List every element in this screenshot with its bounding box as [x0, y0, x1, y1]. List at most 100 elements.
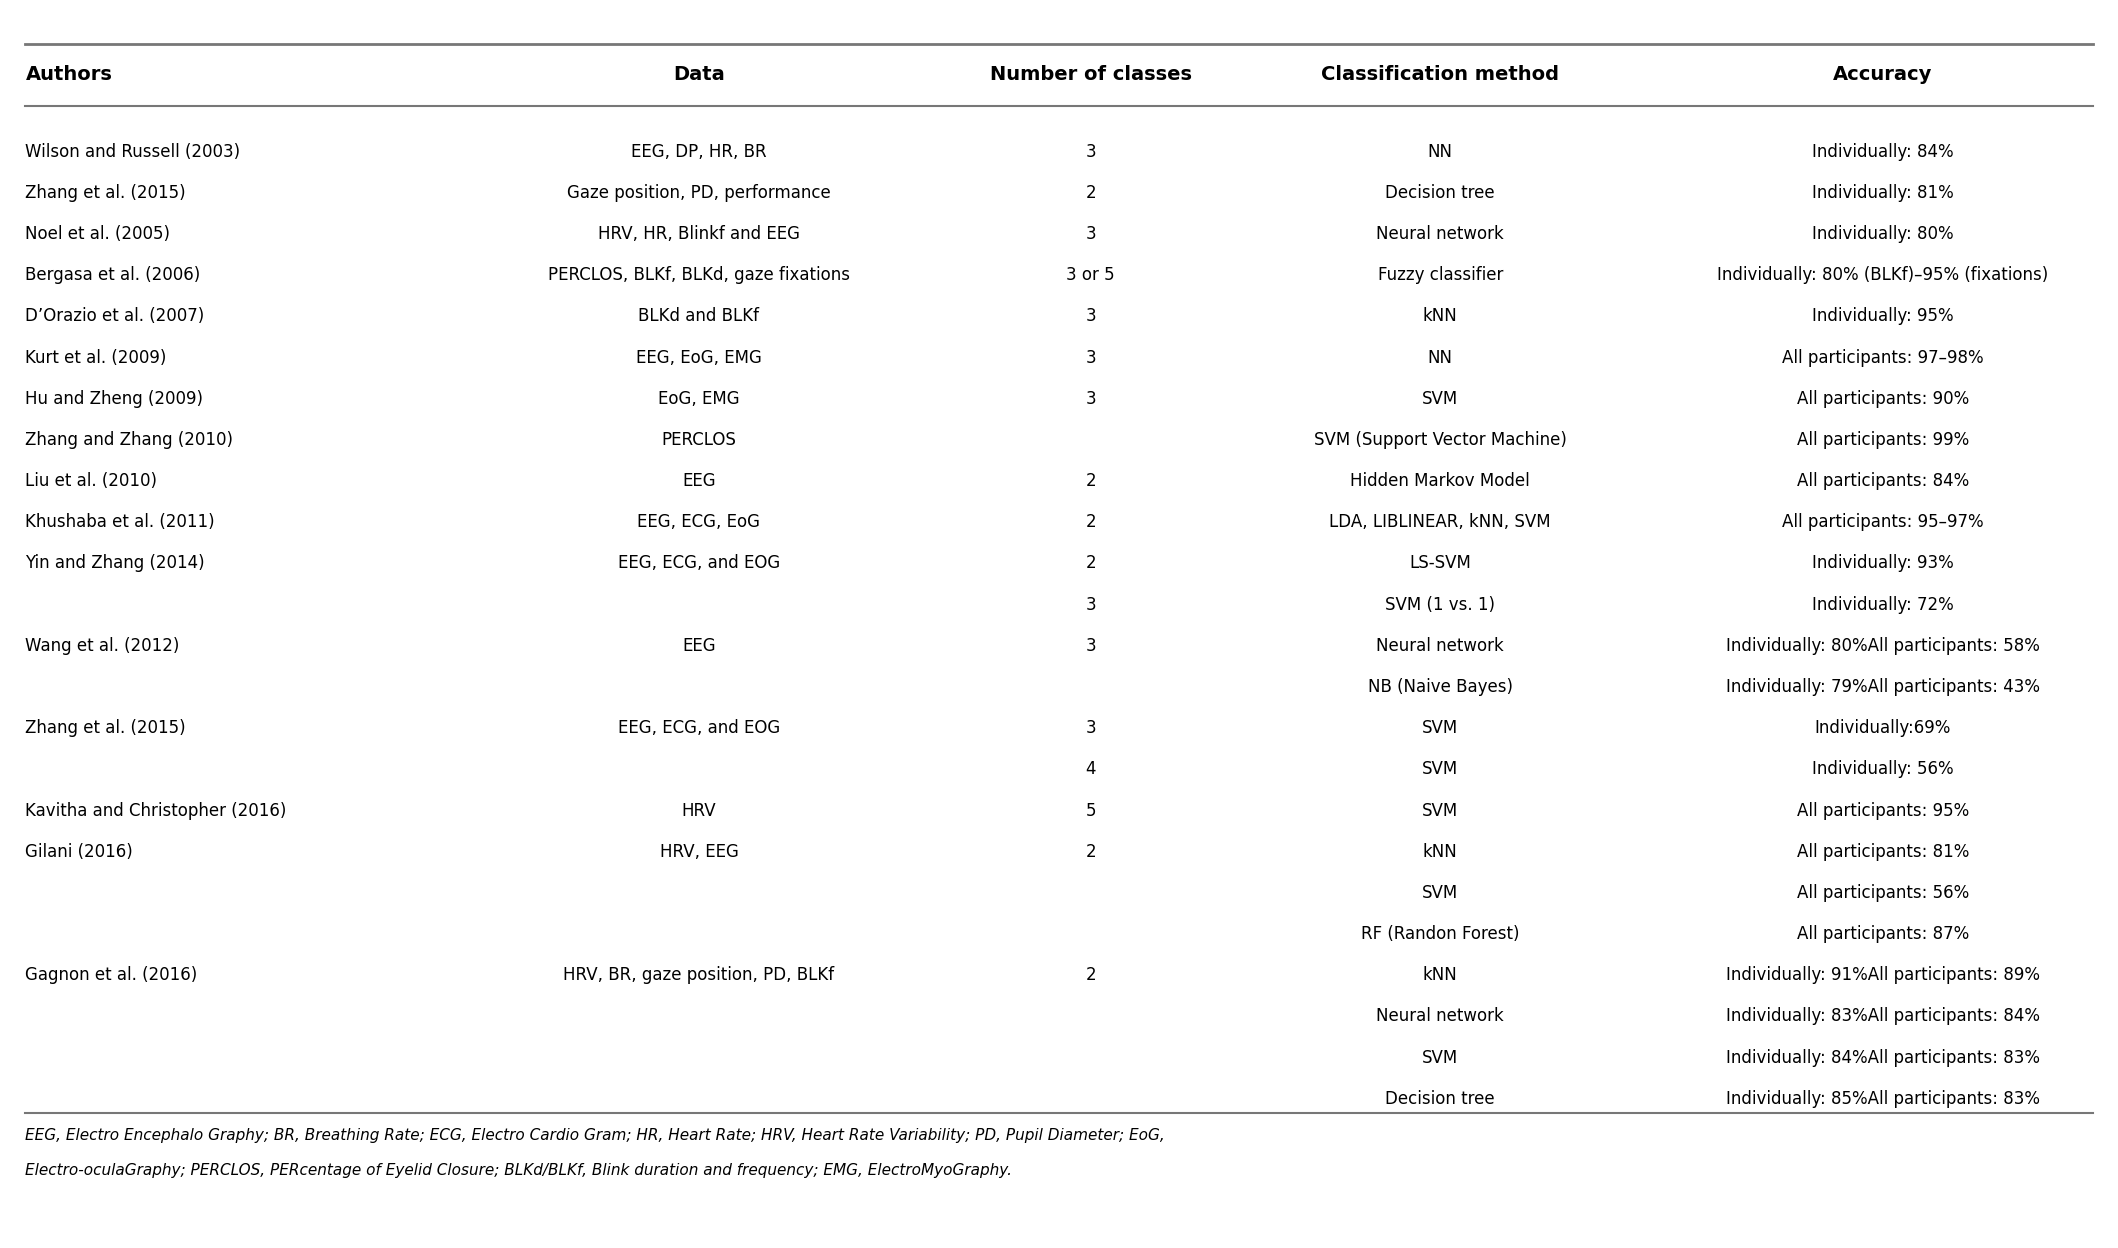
- Text: 3 or 5: 3 or 5: [1067, 266, 1114, 285]
- Text: Individually: 72%: Individually: 72%: [1813, 595, 1953, 614]
- Text: All participants: 81%: All participants: 81%: [1796, 842, 1970, 861]
- Text: Gilani (2016): Gilani (2016): [25, 842, 133, 861]
- Text: SVM (1 vs. 1): SVM (1 vs. 1): [1385, 595, 1495, 614]
- Text: LDA, LIBLINEAR, kNN, SVM: LDA, LIBLINEAR, kNN, SVM: [1330, 513, 1550, 532]
- Text: 3: 3: [1084, 142, 1097, 161]
- Text: Individually: 84%: Individually: 84%: [1813, 142, 1953, 161]
- Text: 5: 5: [1087, 801, 1095, 820]
- Text: All participants: 84%: All participants: 84%: [1796, 472, 1970, 490]
- Text: kNN: kNN: [1423, 307, 1457, 326]
- Text: Individually: 85%All participants: 83%: Individually: 85%All participants: 83%: [1726, 1090, 2040, 1108]
- Text: All participants: 90%: All participants: 90%: [1796, 389, 1970, 408]
- Text: Individually: 81%: Individually: 81%: [1813, 183, 1953, 202]
- Text: EoG, EMG: EoG, EMG: [659, 389, 739, 408]
- Text: 3: 3: [1084, 636, 1097, 655]
- Text: Neural network: Neural network: [1377, 636, 1504, 655]
- Text: 2: 2: [1084, 513, 1097, 532]
- Text: SVM: SVM: [1421, 760, 1459, 779]
- Text: Khushaba et al. (2011): Khushaba et al. (2011): [25, 513, 216, 532]
- Text: Individually: 83%All participants: 84%: Individually: 83%All participants: 84%: [1726, 1007, 2040, 1026]
- Text: Decision tree: Decision tree: [1385, 1090, 1495, 1108]
- Text: NN: NN: [1428, 348, 1453, 367]
- Text: 3: 3: [1084, 348, 1097, 367]
- Text: 3: 3: [1084, 719, 1097, 738]
- Text: EEG, EoG, EMG: EEG, EoG, EMG: [635, 348, 762, 367]
- Text: SVM (Support Vector Machine): SVM (Support Vector Machine): [1313, 431, 1567, 449]
- Text: Individually: 91%All participants: 89%: Individually: 91%All participants: 89%: [1726, 966, 2040, 985]
- Text: Gaze position, PD, performance: Gaze position, PD, performance: [568, 183, 830, 202]
- Text: Yin and Zhang (2014): Yin and Zhang (2014): [25, 554, 205, 573]
- Text: NN: NN: [1428, 142, 1453, 161]
- Text: PERCLOS, BLKf, BLKd, gaze fixations: PERCLOS, BLKf, BLKd, gaze fixations: [549, 266, 849, 285]
- Text: Individually: 93%: Individually: 93%: [1813, 554, 1953, 573]
- Text: HRV, HR, Blinkf and EEG: HRV, HR, Blinkf and EEG: [597, 225, 801, 243]
- Text: Individually: 80%All participants: 58%: Individually: 80%All participants: 58%: [1726, 636, 2040, 655]
- Text: Individually:69%: Individually:69%: [1815, 719, 1951, 738]
- Text: Noel et al. (2005): Noel et al. (2005): [25, 225, 169, 243]
- Text: 2: 2: [1084, 554, 1097, 573]
- Text: Authors: Authors: [25, 65, 112, 85]
- Text: Decision tree: Decision tree: [1385, 183, 1495, 202]
- Text: Individually: 80%: Individually: 80%: [1813, 225, 1953, 243]
- Text: 3: 3: [1084, 307, 1097, 326]
- Text: Individually: 56%: Individually: 56%: [1813, 760, 1953, 779]
- Text: 2: 2: [1084, 966, 1097, 985]
- Text: Individually: 84%All participants: 83%: Individually: 84%All participants: 83%: [1726, 1048, 2040, 1067]
- Text: Individually: 80% (BLKf)–95% (fixations): Individually: 80% (BLKf)–95% (fixations): [1718, 266, 2048, 285]
- Text: All participants: 97–98%: All participants: 97–98%: [1781, 348, 1985, 367]
- Text: EEG, Electro Encephalo Graphy; BR, Breathing Rate; ECG, Electro Cardio Gram; HR,: EEG, Electro Encephalo Graphy; BR, Breat…: [25, 1128, 1165, 1143]
- Text: Zhang et al. (2015): Zhang et al. (2015): [25, 183, 186, 202]
- Text: EEG, ECG, and EOG: EEG, ECG, and EOG: [618, 719, 779, 738]
- Text: HRV, BR, gaze position, PD, BLKf: HRV, BR, gaze position, PD, BLKf: [563, 966, 834, 985]
- Text: Kurt et al. (2009): Kurt et al. (2009): [25, 348, 167, 367]
- Text: Zhang et al. (2015): Zhang et al. (2015): [25, 719, 186, 738]
- Text: All participants: 56%: All participants: 56%: [1796, 884, 1970, 902]
- Text: EEG: EEG: [682, 636, 716, 655]
- Text: All participants: 87%: All participants: 87%: [1796, 925, 1970, 943]
- Text: Individually: 95%: Individually: 95%: [1813, 307, 1953, 326]
- Text: kNN: kNN: [1423, 842, 1457, 861]
- Text: Wilson and Russell (2003): Wilson and Russell (2003): [25, 142, 241, 161]
- Text: 2: 2: [1084, 842, 1097, 861]
- Text: SVM: SVM: [1421, 801, 1459, 820]
- Text: All participants: 95%: All participants: 95%: [1796, 801, 1970, 820]
- Text: 4: 4: [1087, 760, 1095, 779]
- Text: EEG, ECG, and EOG: EEG, ECG, and EOG: [618, 554, 779, 573]
- Text: HRV: HRV: [682, 801, 716, 820]
- Text: BLKd and BLKf: BLKd and BLKf: [638, 307, 760, 326]
- Text: 2: 2: [1084, 183, 1097, 202]
- Text: Kavitha and Christopher (2016): Kavitha and Christopher (2016): [25, 801, 286, 820]
- Text: Hu and Zheng (2009): Hu and Zheng (2009): [25, 389, 203, 408]
- Text: Wang et al. (2012): Wang et al. (2012): [25, 636, 180, 655]
- Text: Electro-oculaGraphy; PERCLOS, PERcentage of Eyelid Closure; BLKd/BLKf, Blink dur: Electro-oculaGraphy; PERCLOS, PERcentage…: [25, 1163, 1012, 1178]
- Text: 3: 3: [1084, 595, 1097, 614]
- Text: kNN: kNN: [1423, 966, 1457, 985]
- Text: SVM: SVM: [1421, 884, 1459, 902]
- Text: Liu et al. (2010): Liu et al. (2010): [25, 472, 157, 490]
- Text: Accuracy: Accuracy: [1834, 65, 1932, 85]
- Text: Neural network: Neural network: [1377, 225, 1504, 243]
- Text: EEG, DP, HR, BR: EEG, DP, HR, BR: [631, 142, 767, 161]
- Text: Fuzzy classifier: Fuzzy classifier: [1377, 266, 1504, 285]
- Text: Classification method: Classification method: [1322, 65, 1559, 85]
- Text: SVM: SVM: [1421, 1048, 1459, 1067]
- Text: Hidden Markov Model: Hidden Markov Model: [1351, 472, 1529, 490]
- Text: RF (Randon Forest): RF (Randon Forest): [1362, 925, 1519, 943]
- Text: SVM: SVM: [1421, 389, 1459, 408]
- Text: EEG: EEG: [682, 472, 716, 490]
- Text: SVM: SVM: [1421, 719, 1459, 738]
- Text: 3: 3: [1084, 389, 1097, 408]
- Text: Data: Data: [674, 65, 724, 85]
- Text: PERCLOS: PERCLOS: [661, 431, 737, 449]
- Text: 3: 3: [1084, 225, 1097, 243]
- Text: All participants: 99%: All participants: 99%: [1796, 431, 1970, 449]
- Text: All participants: 95–97%: All participants: 95–97%: [1781, 513, 1985, 532]
- Text: HRV, EEG: HRV, EEG: [659, 842, 739, 861]
- Text: Gagnon et al. (2016): Gagnon et al. (2016): [25, 966, 197, 985]
- Text: Neural network: Neural network: [1377, 1007, 1504, 1026]
- Text: D’Orazio et al. (2007): D’Orazio et al. (2007): [25, 307, 205, 326]
- Text: 2: 2: [1084, 472, 1097, 490]
- Text: EEG, ECG, EoG: EEG, ECG, EoG: [638, 513, 760, 532]
- Text: LS-SVM: LS-SVM: [1408, 554, 1472, 573]
- Text: NB (Naive Bayes): NB (Naive Bayes): [1368, 678, 1512, 696]
